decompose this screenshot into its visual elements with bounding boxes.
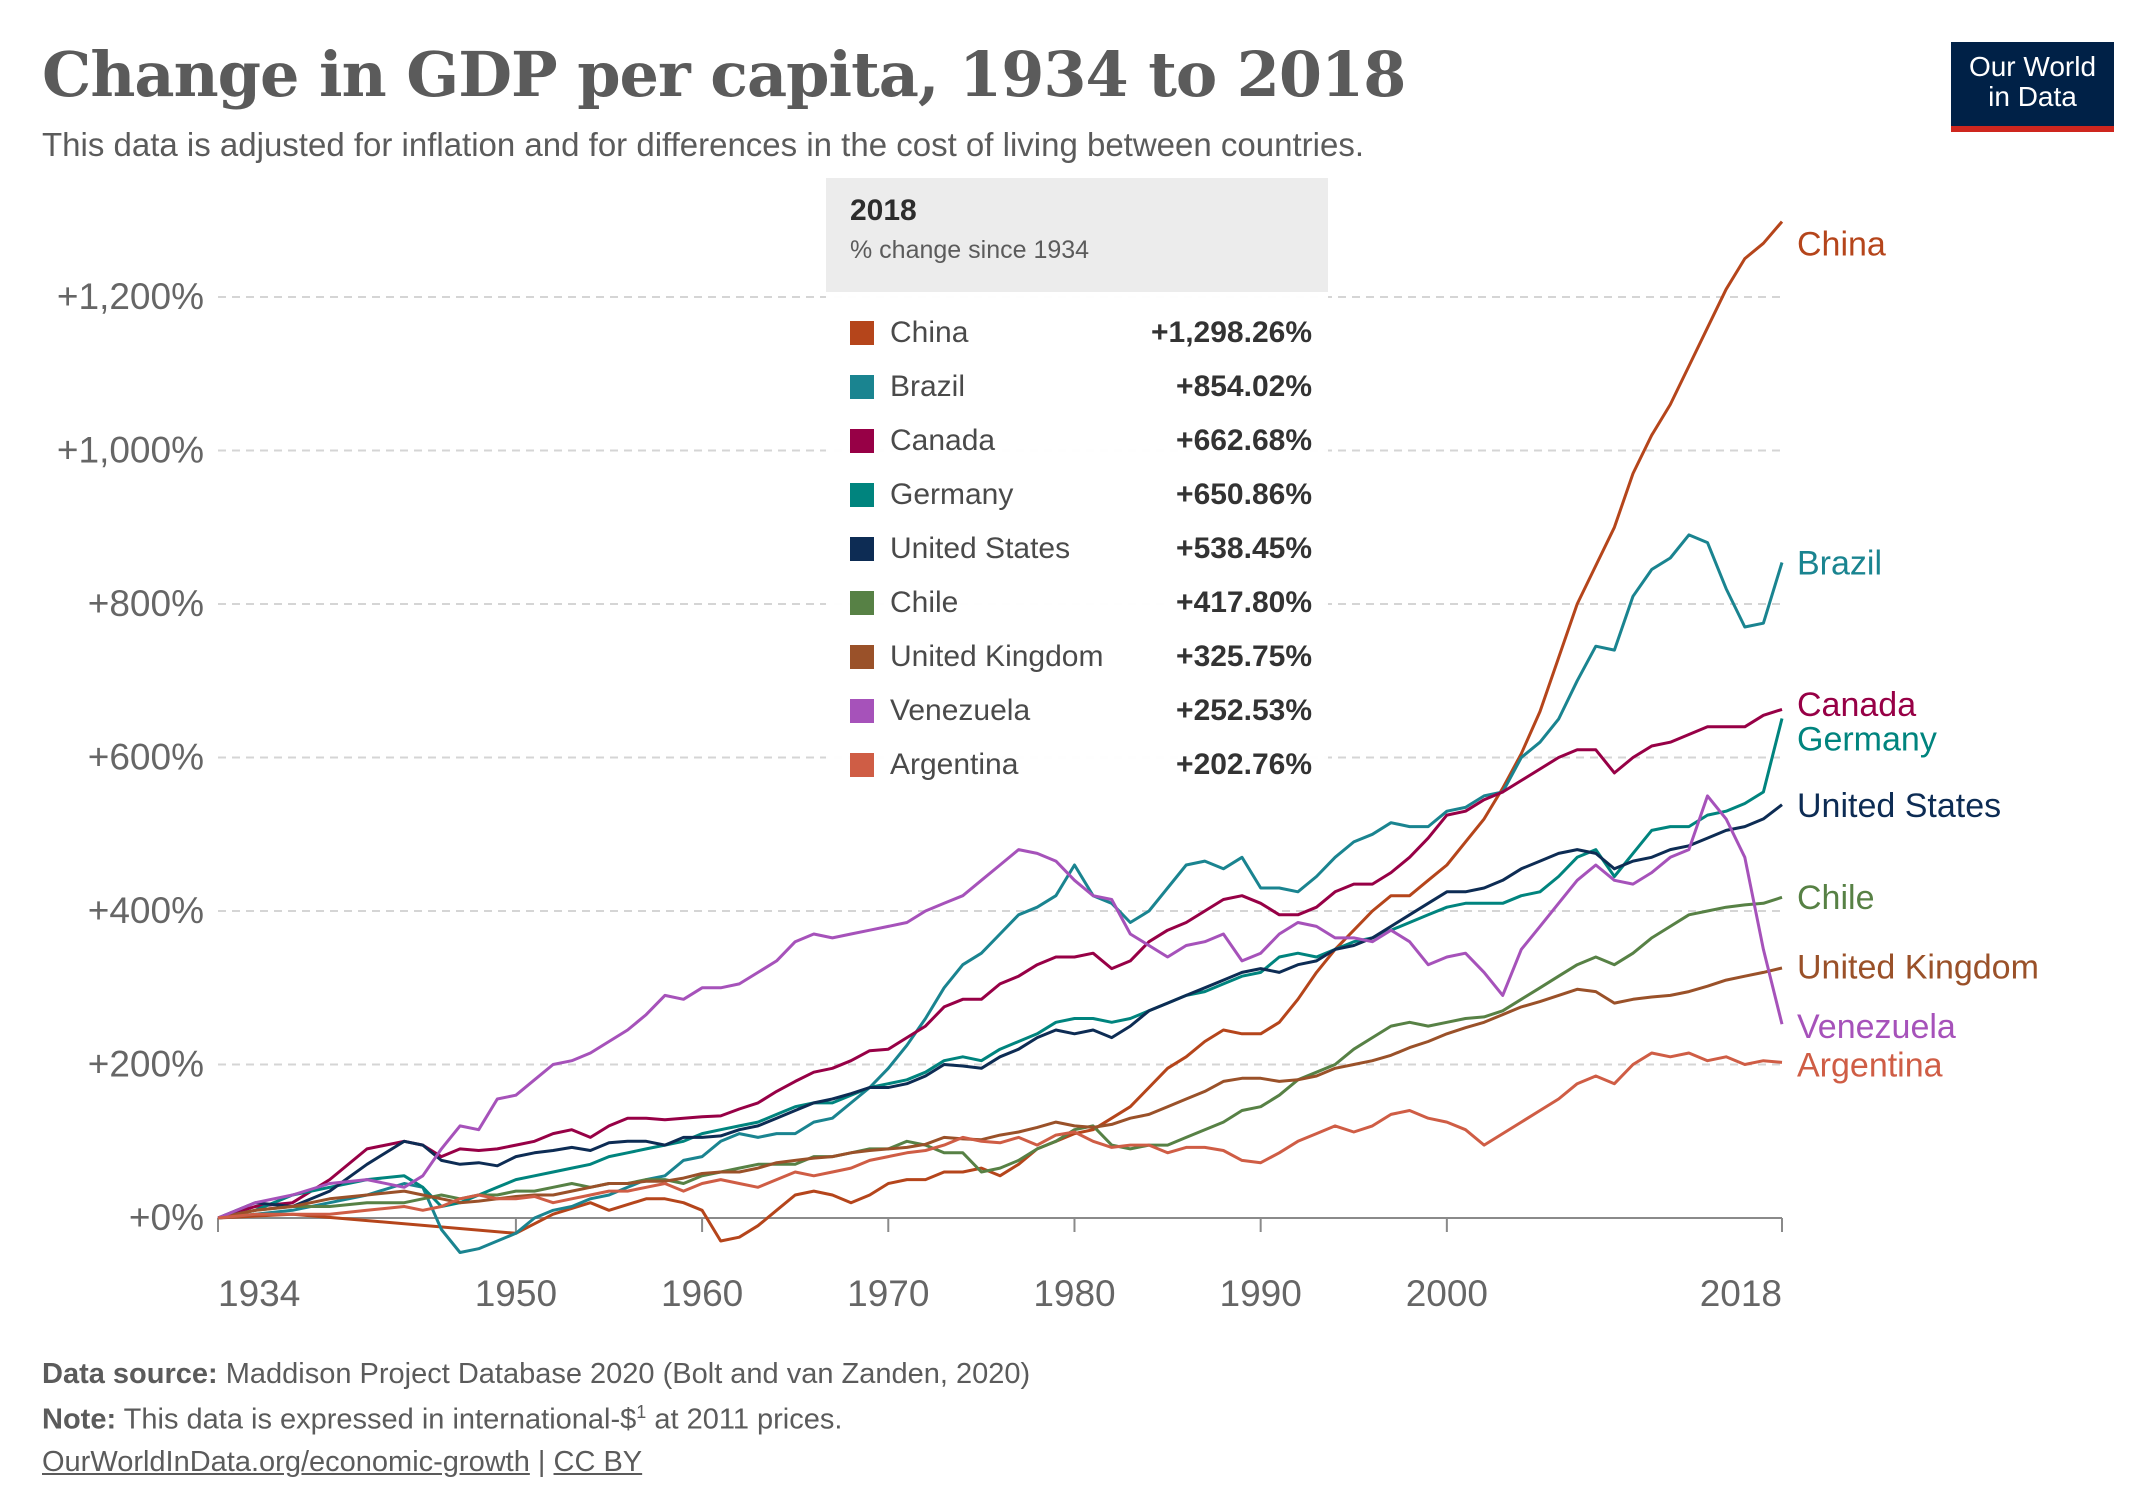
source-text: Maddison Project Database 2020 (Bolt and…: [225, 1358, 1031, 1390]
tooltip-value: +650.86%: [1176, 478, 1312, 511]
legend-swatch-icon: [850, 429, 874, 453]
series-label[interactable]: Germany: [1797, 720, 1937, 758]
tooltip-value: +854.02%: [1176, 370, 1312, 403]
tooltip-row: United States +538.45%: [850, 522, 1312, 576]
legend-swatch-icon: [850, 321, 874, 345]
x-tick-label: 2018: [1700, 1273, 1782, 1314]
tooltip-value: +202.76%: [1176, 748, 1312, 781]
series-label[interactable]: China: [1797, 225, 1886, 263]
y-tick-label: +800%: [88, 583, 204, 624]
source-label: Data source:: [42, 1358, 218, 1390]
chart-title: Change in GDP per capita, 1934 to 2018: [42, 38, 1406, 111]
y-tick-label: +0%: [129, 1197, 204, 1238]
series-label[interactable]: Brazil: [1797, 545, 1882, 583]
series-label[interactable]: Venezuela: [1797, 1008, 1956, 1046]
tooltip-value: +252.53%: [1176, 694, 1312, 727]
series-line-chile[interactable]: [217, 895, 1783, 1220]
note-text: This data is expressed in international-…: [123, 1403, 637, 1436]
y-tick-label: +400%: [88, 890, 204, 931]
tooltip-country-name: United States: [890, 532, 1071, 565]
tooltip-value: +417.80%: [1176, 586, 1312, 619]
tooltip-year: 2018: [850, 194, 917, 227]
x-tick-label: 1990: [1220, 1273, 1302, 1314]
logo-line-2: in Data: [1988, 81, 2077, 112]
line-chart[interactable]: +0% +200% +400% +600% +800% +1,000% +1,200% 193…: [0, 0, 2145, 1380]
note-label: Note:: [42, 1403, 117, 1436]
tooltip-country-name: Venezuela: [890, 694, 1031, 727]
tooltip-value: +1,298.26%: [1151, 316, 1312, 349]
link-separator: |: [537, 1446, 546, 1478]
footer-source: Data source: Maddison Project Database 2…: [42, 1358, 1030, 1391]
series-line-brazil[interactable]: [217, 533, 1784, 1254]
tooltip-subtitle: % change since 1934: [850, 236, 1090, 264]
chart-subtitle: This data is adjusted for inflation and …: [42, 126, 1364, 163]
owid-logo[interactable]: Our World in Data: [1951, 42, 2114, 132]
tooltip-row: Canada +662.68%: [850, 414, 1312, 468]
tooltip-value: +662.68%: [1176, 424, 1312, 457]
y-tick-label: +600%: [88, 737, 204, 778]
tooltip-country-name: United Kingdom: [890, 640, 1104, 673]
tooltip-row: Chile +417.80%: [850, 576, 1312, 630]
series-line-venezuela[interactable]: [217, 794, 1784, 1220]
axes: +0% +200% +400% +600% +800% +1,000% +1,200% 193…: [57, 276, 1783, 1314]
tooltip-value: +538.45%: [1176, 532, 1312, 565]
legend-swatch-icon: [850, 591, 874, 615]
series-line-argentina[interactable]: [217, 1051, 1783, 1220]
legend-swatch-icon: [850, 375, 874, 399]
tooltip-row: United Kingdom +325.75%: [850, 630, 1312, 684]
license-link[interactable]: CC BY: [553, 1446, 643, 1478]
tooltip-row: Brazil +854.02%: [850, 360, 1312, 414]
tooltip-country-name: China: [890, 316, 969, 349]
x-tick-label: 1980: [1033, 1273, 1115, 1314]
source-link[interactable]: OurWorldInData.org/economic-growth: [42, 1446, 530, 1478]
x-tick-label: 1960: [661, 1273, 743, 1314]
series-line-united-states[interactable]: [217, 803, 1783, 1220]
y-tick-label: +1,200%: [57, 276, 204, 317]
tooltip-country-name: Canada: [890, 424, 996, 457]
tooltip-country-name: Argentina: [890, 748, 1019, 781]
series-line-germany[interactable]: [217, 718, 1784, 1220]
logo-line-1: Our World: [1968, 51, 2097, 82]
series-label[interactable]: United Kingdom: [1797, 948, 2039, 986]
legend-swatch-icon: [850, 537, 874, 561]
tooltip-header: 2018 % change since 1934: [826, 178, 1328, 292]
footer-links: OurWorldInData.org/economic-growth | CC …: [42, 1446, 642, 1479]
x-tick-label: 1934: [218, 1273, 300, 1314]
series-label[interactable]: Chile: [1797, 879, 1874, 917]
tooltip-rows: China +1,298.26% Brazil +854.02% Canada +662.…: [826, 292, 1328, 792]
tooltip-country-name: Brazil: [890, 370, 966, 403]
legend-swatch-icon: [850, 753, 874, 777]
series-line-canada[interactable]: [217, 707, 1783, 1220]
note-footnote-marker[interactable]: 1: [636, 1402, 647, 1422]
tooltip-country-name: Germany: [890, 478, 1014, 511]
series-line-united-kingdom[interactable]: [217, 966, 1783, 1220]
legend-swatch-icon: [850, 483, 874, 507]
tooltip-row: Germany +650.86%: [850, 468, 1312, 522]
hover-tooltip: 2018 % change since 1934 China +1,298.26%…: [826, 178, 1328, 804]
note-tail: at 2011 prices.: [654, 1403, 843, 1436]
x-tick-label: 1950: [475, 1273, 557, 1314]
x-tick-label: 1970: [847, 1273, 929, 1314]
tooltip-country-name: Chile: [890, 586, 959, 619]
y-tick-label: +200%: [88, 1044, 204, 1085]
legend-swatch-icon: [850, 699, 874, 723]
tooltip-value: +325.75%: [1176, 640, 1312, 673]
tooltip-row: Venezuela +252.53%: [850, 684, 1312, 738]
series-line-china[interactable]: [217, 220, 1784, 1243]
legend-swatch-icon: [850, 645, 874, 669]
footer-note: Note: This data is expressed in internat…: [42, 1402, 842, 1437]
x-tick-label: 2000: [1406, 1273, 1488, 1314]
y-tick-label: +1,000%: [57, 430, 204, 471]
series-label[interactable]: Argentina: [1797, 1047, 1943, 1085]
series-label[interactable]: United States: [1797, 787, 2001, 825]
tooltip-row: Argentina +202.76%: [850, 738, 1312, 792]
tooltip-row: China +1,298.26%: [850, 306, 1312, 360]
series-lines: [217, 220, 1784, 1254]
series-label[interactable]: Canada: [1797, 686, 1916, 724]
